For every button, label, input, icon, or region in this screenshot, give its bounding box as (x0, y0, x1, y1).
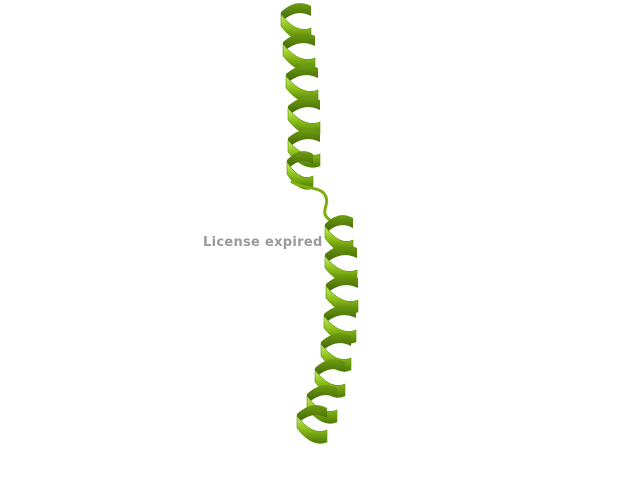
helix-turn-front (296, 415, 328, 444)
helix-turn-back (324, 305, 356, 324)
helix-turn-back (286, 65, 318, 84)
helix-turn-back (288, 129, 320, 148)
helix-turn-back (283, 33, 315, 52)
helix-turn-back (297, 405, 327, 424)
helix-turn-back (281, 3, 311, 23)
helix-turn-back (287, 151, 313, 170)
helix-turn-back (288, 97, 320, 116)
helix-turn-back (321, 333, 351, 352)
license-watermark: License expired (203, 235, 323, 250)
helix-turn-back (307, 385, 337, 404)
helix-turn-back (315, 359, 345, 378)
helix-turn-back (325, 245, 357, 264)
helix-turn-back (326, 275, 358, 294)
helix-turn-back (325, 215, 353, 234)
helix-lower (296, 215, 359, 444)
helix-upper (280, 3, 321, 190)
